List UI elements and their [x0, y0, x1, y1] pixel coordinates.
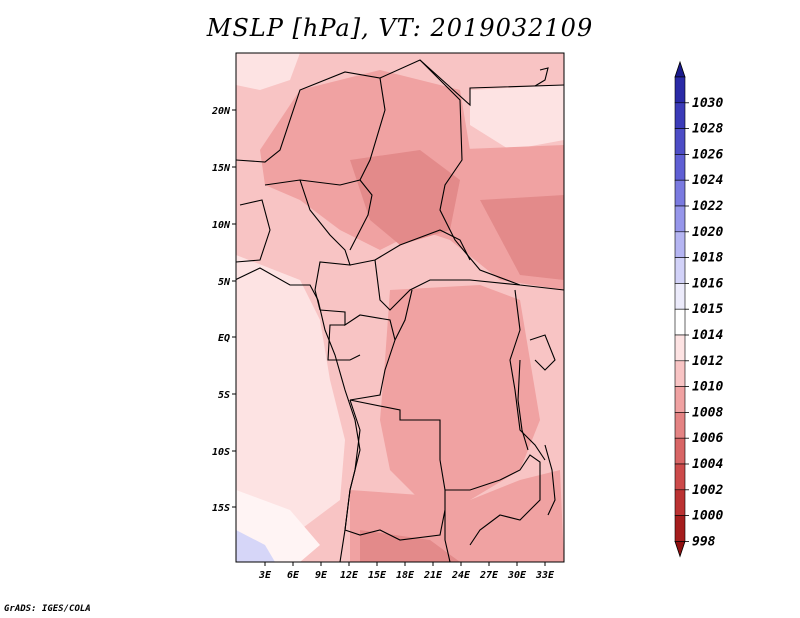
lon-label: 9E: [315, 570, 328, 581]
zambia-west-border: [444, 490, 451, 562]
lon-labels: 3E 6E 9E 12E 15E 18E 21E 24E 27E 30E 33E: [258, 570, 555, 581]
lat-ticks: [232, 109, 236, 508]
lon-label: 24E: [451, 570, 471, 581]
gabon-congo-border: [319, 309, 396, 401]
colorbar-label: 1022: [692, 199, 723, 214]
lon-ticks: [264, 562, 546, 566]
chad-lower-region: [350, 150, 460, 245]
colorbar-label: 1018: [692, 251, 723, 266]
colorbar-label: 1030: [692, 96, 723, 111]
west-coast-border: [236, 199, 271, 263]
uganda-border: [529, 334, 556, 371]
colorbar-label: 1004: [692, 457, 723, 472]
colorbar-labels: 1030 1028 1026 1024 1022 1020 1018 1016 1015 1014…: [685, 96, 723, 549]
car-north-border: [349, 229, 471, 266]
congo-low-region: [380, 285, 540, 500]
lon-label: 12E: [340, 570, 359, 581]
zambia-east-border: [469, 454, 541, 546]
lon-label: 15E: [368, 570, 387, 581]
colorbar-label: 1010: [692, 380, 723, 395]
colorbar-box: [674, 154, 686, 181]
colorbar-box: [674, 386, 686, 413]
colorbar-box: [674, 334, 686, 362]
great-lakes-border: [509, 289, 546, 461]
colorbar-bottom-arrow: [674, 541, 686, 558]
lon-label: 6E: [287, 570, 300, 581]
colorbar-top-arrow: [674, 60, 686, 78]
lat-label: 10N: [212, 220, 231, 231]
colorbar-label: 1008: [692, 405, 723, 420]
pressure-field: [236, 53, 564, 562]
lon-label: 18E: [396, 570, 415, 581]
credit-label: GrADS: IGES/COLA: [4, 604, 91, 614]
colorbar-label: 998: [692, 534, 716, 549]
colorbar-label: 1014: [692, 328, 723, 343]
lat-label: EQ: [218, 333, 230, 344]
lat-label: 10S: [212, 447, 230, 458]
lon-label: 33E: [535, 570, 555, 581]
map-frame: [235, 52, 565, 563]
car-south-border: [374, 259, 521, 311]
page-title: MSLP [hPa], VT: 2019032109: [206, 14, 594, 42]
angola-drc-border: [349, 399, 501, 491]
colorbar-box: [674, 308, 686, 336]
colorbar-box: [674, 283, 686, 310]
colorbar-box: [674, 463, 686, 491]
gulf-coastline: [236, 267, 319, 301]
colorbar-label: 1000: [692, 509, 723, 524]
lon-label: 3E: [258, 570, 272, 581]
colorbar-boxes: [674, 60, 686, 558]
colorbar-label: 1016: [692, 276, 723, 291]
lon-label: 27E: [479, 570, 499, 581]
colorbar-box: [674, 489, 686, 516]
nigeria-east-border: [299, 179, 351, 311]
colorbar-label: 1020: [692, 225, 723, 240]
colorbar-box: [674, 360, 686, 387]
lat-label: 15S: [212, 503, 230, 514]
chad-sudan-border: [419, 59, 564, 291]
colorbar-box: [674, 128, 686, 155]
colorbar-label: 1006: [692, 431, 723, 446]
colorbar-box: [674, 437, 686, 465]
lat-label: 5S: [218, 390, 230, 401]
lat-label: 5N: [218, 277, 231, 288]
lake-tanganyika: [517, 359, 529, 451]
colorbar-label: 1028: [692, 122, 723, 137]
colorbar-label: 1002: [692, 483, 723, 498]
colorbar-box: [674, 179, 686, 207]
high-pressure-patch: [236, 530, 275, 562]
ocean-high-region: [236, 255, 345, 530]
colorbar-label: 1012: [692, 354, 723, 369]
colorbar-box: [674, 76, 686, 104]
colorbar-box: [674, 412, 686, 439]
colorbar-label: 1015: [692, 302, 723, 317]
northern-border: [236, 59, 564, 163]
lon-label: 21E: [423, 570, 443, 581]
nigeria-north-border: [264, 179, 361, 186]
gabon-inner-border: [327, 324, 361, 361]
colorbar-box: [674, 205, 686, 233]
north-high-region: [236, 53, 300, 90]
colorbar-label: 1024: [692, 173, 723, 188]
angola-south-border: [344, 399, 446, 541]
south-lower-region: [360, 530, 460, 562]
lon-label: 30E: [507, 570, 527, 581]
borders: [236, 59, 564, 562]
colorbar-box: [674, 231, 686, 258]
colorbar-box: [674, 257, 686, 284]
lat-label: 20N: [211, 106, 231, 117]
northeast-high-region: [470, 85, 564, 150]
east-lower-region: [480, 195, 564, 280]
atlantic-coastline: [317, 299, 361, 562]
colorbar-box: [674, 515, 686, 542]
congo-drc-border: [394, 289, 413, 341]
colorbar-label: 1026: [692, 147, 723, 162]
lake-malawi: [544, 444, 556, 516]
lat-labels: 20N 15N 10N 5N EQ 5S 10S 15S: [211, 106, 231, 514]
colorbar-box: [674, 102, 686, 129]
lat-label: 15N: [212, 163, 231, 174]
sinai-coast: [534, 67, 549, 87]
